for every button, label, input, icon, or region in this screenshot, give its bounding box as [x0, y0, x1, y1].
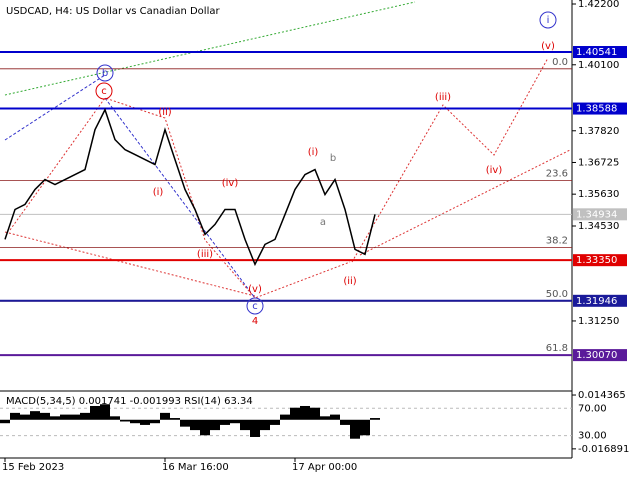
- macd-bar: [120, 419, 130, 422]
- wave-label: i: [547, 15, 550, 26]
- wave-label: (v): [248, 284, 262, 295]
- macd-label: MACD(5,34,5) 0.001741 -0.001993 RSI(14) …: [6, 396, 253, 407]
- fib-label: 50.0: [546, 289, 568, 300]
- macd-bar: [40, 412, 50, 420]
- wave-label: b: [102, 68, 108, 79]
- wave-label: (ii): [343, 276, 356, 287]
- wave-line: [359, 149, 571, 256]
- macd-bar: [130, 419, 140, 424]
- macd-bar: [190, 419, 200, 431]
- wave-label: b: [330, 153, 336, 164]
- macd-bar: [370, 418, 380, 420]
- macd-bar: [100, 404, 110, 420]
- macd-bar: [0, 419, 10, 424]
- macd-bar: [300, 405, 310, 420]
- macd-bar: [70, 414, 80, 420]
- macd-bar: [110, 416, 120, 420]
- x-tick-label: 15 Feb 2023: [2, 462, 64, 473]
- wave-label: c: [252, 301, 258, 312]
- macd-bar: [200, 419, 210, 436]
- wave-label: c: [101, 86, 107, 97]
- macd-bar: [360, 419, 370, 436]
- wave-line: [104, 97, 256, 299]
- wave-circle: [95, 82, 113, 100]
- level-box: [573, 254, 627, 267]
- macd-bar: [230, 419, 240, 424]
- macd-bar: [210, 419, 220, 431]
- chart-title: USDCAD, H4: US Dollar vs Canadian Dollar: [6, 6, 220, 17]
- wave-label: (iv): [222, 178, 239, 189]
- macd-bar: [80, 412, 90, 420]
- y-tick-label: 1.35630: [578, 189, 619, 200]
- macd-bar: [10, 412, 20, 420]
- macd-bar: [280, 414, 290, 420]
- level-box: [573, 208, 627, 221]
- macd-bar: [330, 414, 340, 420]
- macd-bar: [90, 405, 100, 420]
- level-label: 1.34934: [576, 209, 617, 220]
- level-box: [573, 102, 627, 115]
- y-tick-label: 1.36725: [578, 157, 619, 168]
- wave-label: (iii): [435, 92, 451, 103]
- wave-label: (i): [308, 147, 319, 158]
- wave-circle: [539, 11, 557, 29]
- macd-bar: [170, 418, 180, 420]
- wave-line: [351, 57, 549, 263]
- wave-label: (v): [541, 41, 555, 52]
- level-box: [573, 349, 627, 362]
- fib-label: 23.6: [546, 169, 568, 180]
- macd-bar: [160, 412, 170, 420]
- level-label: 1.30070: [576, 350, 617, 361]
- level-label: 1.40541: [576, 47, 617, 58]
- macd-bar: [290, 407, 300, 420]
- macd-bar: [270, 419, 280, 425]
- wave-label: a: [320, 217, 326, 228]
- macd-tick-label: 0.014365: [578, 390, 626, 401]
- fib-label: 38.2: [546, 235, 568, 246]
- fib-label: 61.8: [546, 343, 568, 354]
- level-label: 1.38588: [576, 104, 617, 115]
- rsi-tick-label: 70.00: [578, 403, 607, 414]
- macd-bar: [20, 414, 30, 420]
- macd-bar: [50, 416, 60, 420]
- price-line: [4, 107, 376, 267]
- wave-circle: [96, 64, 114, 82]
- wave-line: [4, 231, 256, 297]
- x-tick-label: 17 Apr 00:00: [292, 462, 357, 473]
- macd-bar: [150, 419, 160, 424]
- macd-tick-label: -0.016891: [578, 444, 629, 455]
- level-label: 1.33350: [576, 255, 617, 266]
- macd-bar: [350, 419, 360, 439]
- y-tick-label: 1.34530: [578, 221, 619, 232]
- level-box: [573, 46, 627, 59]
- macd-bar: [30, 411, 40, 420]
- wave-circle: [246, 297, 264, 315]
- y-tick-label: 1.31250: [578, 316, 619, 327]
- level-box: [573, 294, 627, 307]
- wave-label: (iii): [197, 249, 213, 260]
- macd-bar: [240, 419, 250, 431]
- rsi-tick-label: 30.00: [578, 431, 607, 442]
- fib-label: 0.0: [552, 57, 568, 68]
- y-tick-label: 1.40100: [578, 60, 619, 71]
- y-tick-label: 1.42200: [578, 0, 619, 10]
- macd-bar: [180, 419, 190, 427]
- macd-bar: [260, 419, 270, 431]
- wave-label: 4: [252, 316, 258, 327]
- wave-label: (iv): [486, 165, 503, 176]
- macd-bar: [220, 419, 230, 425]
- y-tick-label: 1.37820: [578, 126, 619, 137]
- level-label: 1.31946: [576, 296, 617, 307]
- wave-label: (ii): [158, 107, 171, 118]
- macd-bar: [340, 419, 350, 425]
- wave-label: (i): [153, 187, 164, 198]
- macd-bar: [140, 419, 150, 425]
- macd-bar: [60, 414, 70, 420]
- macd-bar: [320, 416, 330, 420]
- x-tick-label: 16 Mar 16:00: [162, 462, 229, 473]
- macd-bar: [250, 419, 260, 437]
- macd-bar: [310, 407, 320, 420]
